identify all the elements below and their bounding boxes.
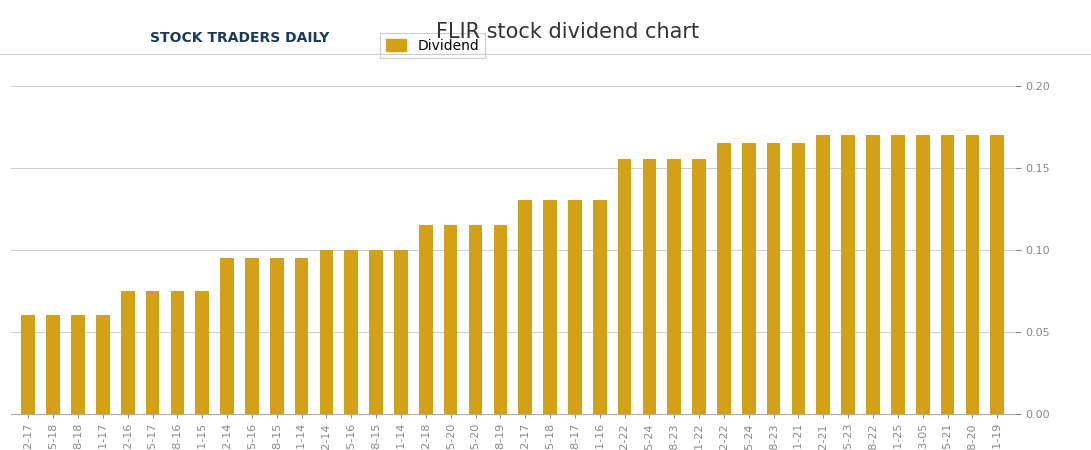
Bar: [444, 225, 457, 414]
Bar: [245, 258, 259, 414]
Legend: Dividend: Dividend: [380, 33, 484, 58]
Bar: [618, 159, 632, 414]
Bar: [295, 258, 309, 414]
Bar: [419, 225, 433, 414]
Bar: [493, 225, 507, 414]
Bar: [816, 135, 830, 414]
Bar: [592, 201, 607, 414]
Text: FLIR stock dividend chart: FLIR stock dividend chart: [435, 22, 699, 42]
Bar: [742, 143, 756, 414]
Bar: [345, 250, 358, 414]
Bar: [792, 143, 805, 414]
Bar: [668, 159, 681, 414]
Bar: [841, 135, 855, 414]
Bar: [46, 315, 60, 414]
Bar: [469, 225, 482, 414]
Bar: [915, 135, 930, 414]
Bar: [966, 135, 980, 414]
Bar: [717, 143, 731, 414]
Bar: [269, 258, 284, 414]
Bar: [891, 135, 904, 414]
Bar: [96, 315, 110, 414]
Bar: [767, 143, 780, 414]
Bar: [220, 258, 233, 414]
Bar: [369, 250, 383, 414]
Bar: [543, 201, 556, 414]
Bar: [991, 135, 1004, 414]
Bar: [320, 250, 333, 414]
Bar: [866, 135, 879, 414]
Bar: [693, 159, 706, 414]
Bar: [568, 201, 582, 414]
Bar: [518, 201, 532, 414]
Bar: [170, 291, 184, 414]
Bar: [643, 159, 657, 414]
Bar: [394, 250, 408, 414]
Bar: [121, 291, 134, 414]
Bar: [22, 315, 35, 414]
Bar: [195, 291, 209, 414]
Bar: [940, 135, 955, 414]
Bar: [71, 315, 85, 414]
Bar: [146, 291, 159, 414]
Text: STOCK TRADERS DAILY: STOCK TRADERS DAILY: [151, 32, 329, 45]
